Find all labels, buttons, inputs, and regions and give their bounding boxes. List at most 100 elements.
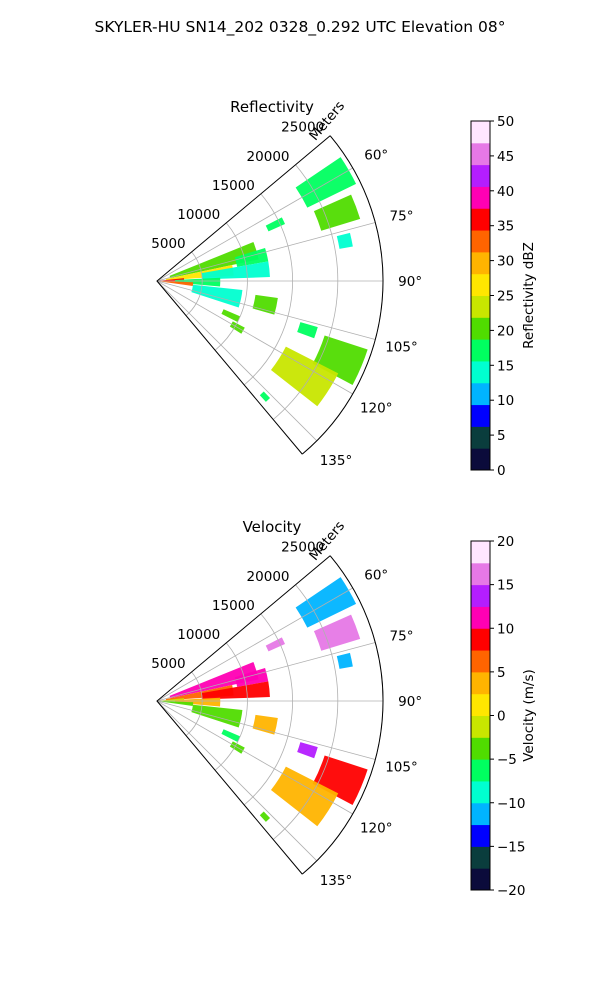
colorbar-tick-label: −5	[497, 752, 517, 768]
sector-outer-arc	[301, 135, 384, 455]
echo-cell	[295, 577, 357, 628]
colorbar-label: Velocity (m/s)	[521, 669, 537, 762]
echo-cell	[297, 742, 318, 759]
colorbar-segment	[471, 715, 490, 738]
azimuth-spoke	[156, 587, 353, 702]
colorbar-tick-label: 15	[497, 358, 514, 374]
echo-cell	[175, 277, 221, 287]
colorbar-segment	[471, 360, 490, 384]
colorbar-tick-label: 25	[497, 289, 514, 305]
sector-edge	[156, 135, 331, 455]
colorbar-tick-label: 20	[497, 534, 514, 550]
echo-cell	[191, 704, 243, 728]
echo-cell	[270, 766, 339, 827]
echo-cell	[270, 346, 339, 407]
echo-cell	[234, 667, 269, 687]
azimuth-tick-label: 75°	[390, 628, 414, 644]
azimuth-tick-label: 135°	[320, 873, 353, 889]
echo-cell	[259, 811, 271, 822]
azimuth-spoke	[156, 280, 353, 395]
panel-reflectivity: Reflectivity 5000 10000 15000 20000 25000 60° 7…	[151, 98, 537, 479]
colorbar-label: Reflectivity dBZ	[521, 242, 537, 349]
panel-title: Velocity	[243, 518, 302, 536]
azimuth-tick-label: 60°	[364, 567, 388, 583]
colorbar-segment	[471, 382, 490, 406]
range-tick-label: 25000	[281, 540, 324, 556]
colorbar-segment	[471, 142, 490, 166]
echo-cell	[265, 217, 286, 232]
echo-cell	[157, 701, 194, 707]
colorbar-segment	[471, 164, 490, 187]
colorbar-tick-label: 50	[497, 114, 514, 130]
azimuth-spoke	[156, 222, 376, 282]
echo-cell	[313, 194, 361, 231]
echo-cell	[259, 391, 271, 402]
echo-cell	[252, 294, 278, 315]
colorbar-segment	[471, 230, 490, 253]
colorbar-tick-label: −10	[497, 796, 526, 812]
colorbar-segment	[471, 295, 490, 318]
colorbar-segment	[471, 273, 490, 296]
azimuth-tick-label: 120°	[360, 821, 393, 837]
colorbar: −20 −15 −10 −5 0 5 10 15 20 Velocity (m/s)	[470, 534, 537, 899]
colorbar-segment	[471, 339, 490, 362]
colorbar-tick-label: 15	[497, 578, 514, 594]
range-tick-label: 5000	[151, 656, 185, 672]
colorbar-tick-label: 40	[497, 184, 514, 200]
echo-cell	[295, 157, 357, 208]
azimuth-spoke	[156, 167, 353, 282]
colorbar-segment	[471, 650, 490, 673]
colorbar-tick-label: 5	[497, 665, 506, 681]
range-ring	[243, 613, 293, 806]
range-tick-label: 10000	[177, 207, 220, 223]
colorbar-tick-label: −15	[497, 839, 526, 855]
echo-cell	[201, 681, 270, 700]
colorbar-segment	[471, 448, 490, 471]
colorbar-segment	[471, 868, 490, 891]
colorbar-segment	[471, 737, 490, 760]
azimuth-spoke	[156, 280, 376, 340]
colorbar-tick-label: 10	[497, 621, 514, 637]
radar-panels: Reflectivity 5000 10000 15000 20000 25000 60° 7…	[151, 98, 537, 899]
colorbar-tick-label: 0	[497, 709, 506, 725]
echo-cell	[312, 755, 368, 805]
colorbar-segment	[471, 208, 490, 231]
colorbar-segment	[471, 780, 490, 804]
colorbar-segment	[471, 251, 490, 275]
colorbar-segment	[471, 426, 490, 449]
range-ring	[243, 193, 293, 386]
range-tick-label: 15000	[212, 598, 255, 614]
echo-cell	[265, 637, 286, 652]
azimuth-spoke	[156, 642, 376, 702]
echo-cell	[336, 232, 353, 249]
colorbar-segment	[471, 562, 490, 586]
echo-cell	[169, 242, 259, 279]
echo-cell	[169, 662, 259, 699]
colorbar-tick-label: 45	[497, 149, 514, 165]
azimuth-tick-label: 90°	[398, 274, 422, 290]
colorbar-segment	[471, 404, 490, 427]
echo-cell	[297, 322, 318, 339]
range-tick-label: 20000	[247, 569, 290, 585]
azimuth-tick-label: 135°	[320, 453, 353, 469]
colorbar-segment	[471, 186, 490, 209]
panel-title: Reflectivity	[230, 98, 314, 116]
echo-cell	[157, 281, 194, 287]
range-ring	[272, 164, 339, 420]
colorbar-tick-label: 35	[497, 219, 514, 235]
colorbar-segment	[471, 606, 490, 629]
colorbar-tick-label: −20	[497, 883, 526, 899]
sector-outer-arc	[301, 555, 384, 875]
echo-layer	[157, 577, 368, 827]
range-ring	[272, 584, 339, 840]
azimuth-tick-label: 60°	[364, 147, 388, 163]
echo-cell	[234, 247, 269, 267]
colorbar-segment	[471, 671, 490, 695]
echo-cell	[252, 714, 278, 735]
colorbar-tick-label: 5	[497, 428, 506, 444]
azimuth-spoke	[156, 700, 353, 815]
colorbar-segment	[471, 693, 490, 716]
echo-cell	[201, 261, 270, 280]
range-tick-label: 25000	[281, 120, 324, 136]
colorbar-segment	[471, 584, 490, 607]
